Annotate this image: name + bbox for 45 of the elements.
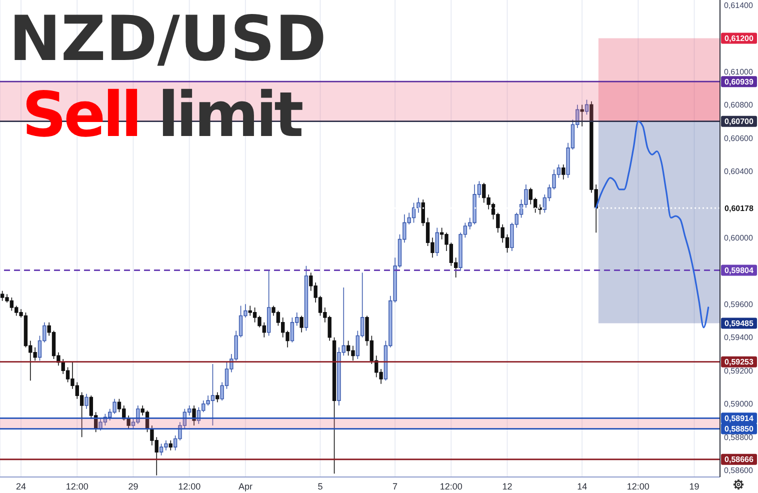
x-tick-label: 7 xyxy=(392,481,398,492)
ref-line-label: 0,59253 xyxy=(724,358,754,367)
candlestick xyxy=(562,164,566,180)
y-tick-label: 0,59600 xyxy=(724,300,754,309)
x-tick-label: 19 xyxy=(689,481,700,492)
x-tick-label: 24 xyxy=(16,481,26,492)
y-tick-label: 0,60600 xyxy=(724,134,754,143)
candlestick xyxy=(435,227,439,256)
y-tick-label: 0,60000 xyxy=(724,234,754,243)
y-tick-label: 0,58800 xyxy=(724,432,754,442)
ref-line-label: 0,58914 xyxy=(724,414,754,423)
y-tick-label: 0,61400 xyxy=(724,0,754,10)
y-tick-label: 0,59200 xyxy=(724,366,754,376)
candlestick xyxy=(300,315,304,333)
x-tick-label: Apr xyxy=(238,481,252,492)
y-tick-label: 0,61000 xyxy=(724,67,754,76)
ref-line-label: 0,58666 xyxy=(724,455,754,464)
ref-line-label: 0,59804 xyxy=(724,266,754,276)
x-tick-label: 12:00 xyxy=(626,481,650,492)
x-tick-label: 12 xyxy=(502,481,512,492)
ref-line-label: 0,60700 xyxy=(724,117,754,126)
y-tick-label: 0,58600 xyxy=(724,466,754,476)
x-tick-label: 12:00 xyxy=(440,481,462,492)
candlestick xyxy=(332,336,336,474)
chart-title: NZD/USD xyxy=(9,2,326,75)
y-tick-label: 0,60800 xyxy=(724,100,754,110)
y-tick-label: 0,60400 xyxy=(724,167,754,176)
x-tick-label: 5 xyxy=(318,481,323,492)
candlestick xyxy=(168,440,172,451)
x-tick-label: 14 xyxy=(577,481,588,492)
band-label: 0,61200 xyxy=(724,34,754,44)
candlestick xyxy=(304,266,308,332)
band-label: 0,59485 xyxy=(724,319,754,328)
x-tick-label: 12:00 xyxy=(178,481,201,492)
ref-line-label: 0,60939 xyxy=(724,77,754,86)
candlestick xyxy=(216,392,220,403)
candlestick xyxy=(416,197,420,214)
x-tick-label: 12:00 xyxy=(66,481,88,492)
y-tick-label: 0,59000 xyxy=(724,400,754,409)
x-tick-label: 29 xyxy=(128,481,138,492)
y-tick-label: 0,59400 xyxy=(724,333,754,342)
candlestick xyxy=(266,270,271,336)
ref-line-label: 0,58850 xyxy=(724,424,754,434)
candlestick xyxy=(84,394,88,410)
ref-line-label: 0,60178 xyxy=(724,204,754,213)
